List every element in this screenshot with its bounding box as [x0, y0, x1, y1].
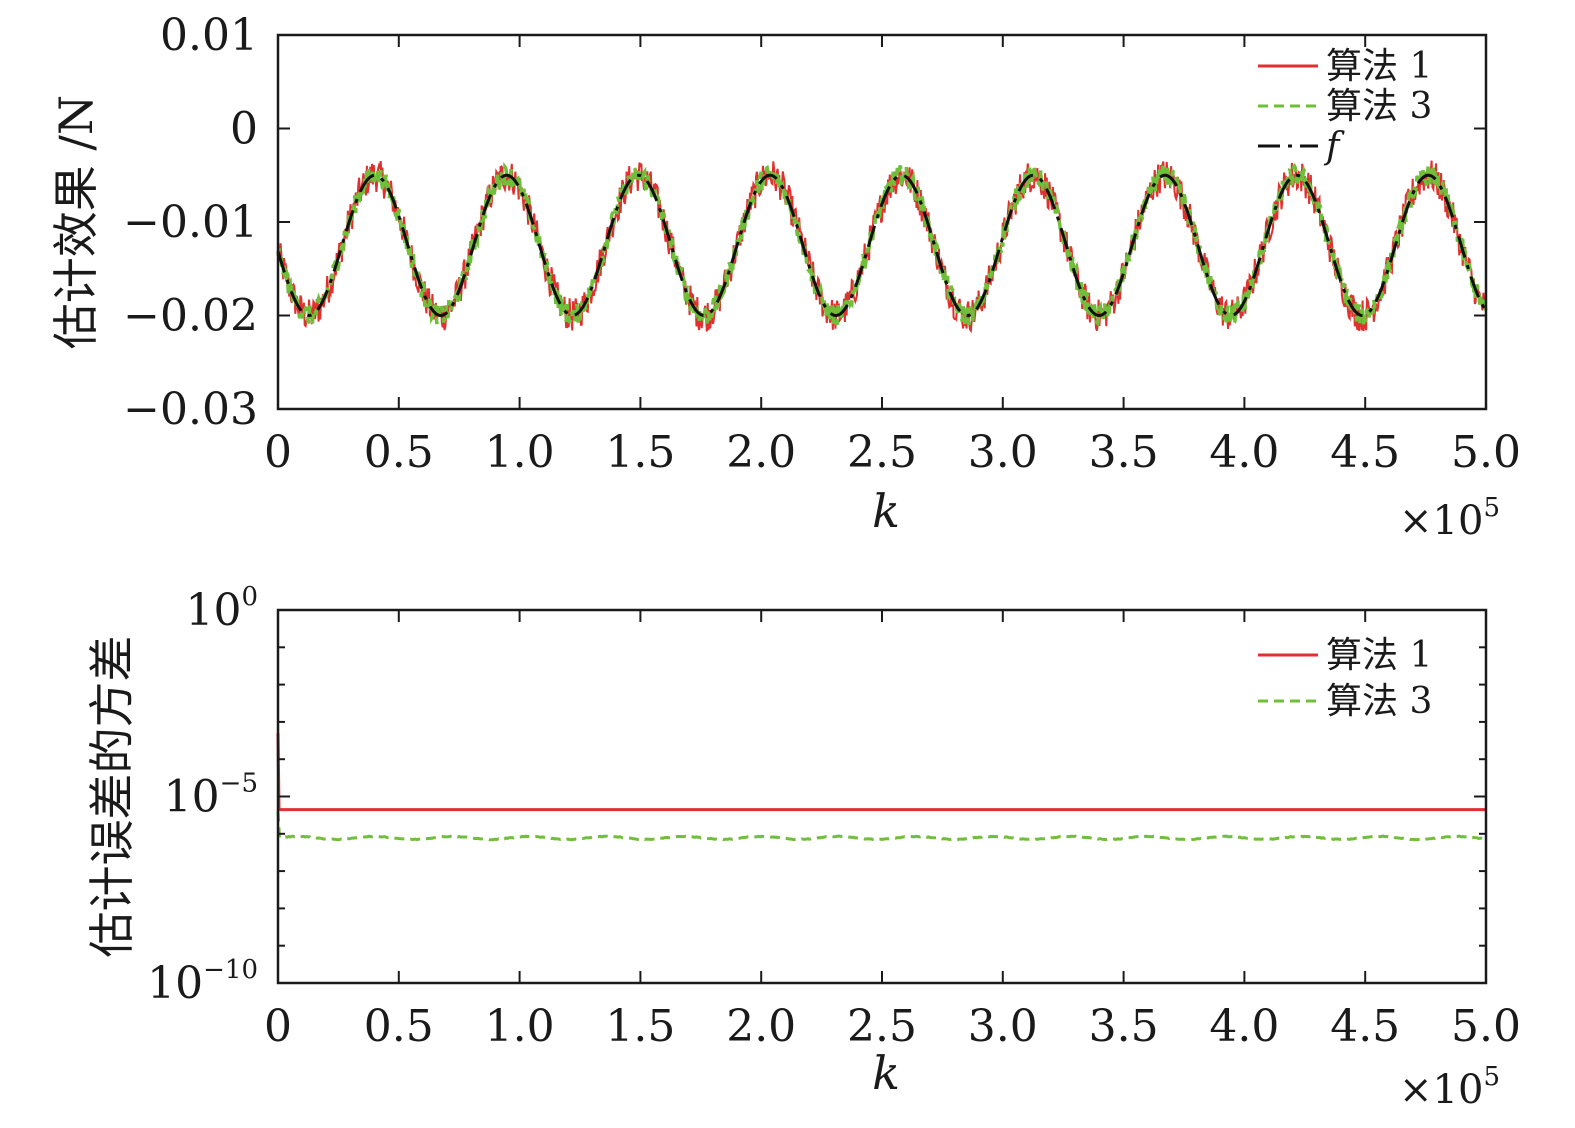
top-x-tick-label: 0 — [264, 427, 292, 478]
top-x-multiplier-base: ×10 — [1399, 498, 1483, 544]
bottom-series-group — [276, 733, 1487, 842]
bottom-x-multiplier: ×105 — [1399, 1062, 1500, 1113]
bottom-x-tick-label: 0 — [264, 1001, 292, 1052]
top-legend-label-2: 算法 3 — [1326, 86, 1432, 127]
bottom-x-tick-label: 2.5 — [847, 1001, 917, 1052]
top-y-tick-label: −0.03 — [123, 384, 258, 435]
bottom-x-tick-label: 3.0 — [968, 1001, 1038, 1052]
top-legend-label-1: 算法 1 — [1326, 46, 1432, 87]
bottom-x-tick-label: 4.5 — [1330, 1001, 1400, 1052]
top-y-axis-title: 估计效果 /N — [49, 95, 103, 349]
bottom-y-tick-label: 10−5 — [164, 769, 258, 823]
bottom-x-tick-label: 1.5 — [605, 1001, 675, 1052]
top-legend: 算法 1算法 3f — [1258, 46, 1432, 167]
bottom-x-tick-label: 4.0 — [1209, 1001, 1279, 1052]
top-chart: 0 0.5 1.0 1.5 2.0 2.5 3.0 3.5 4.0 4.5 5.00.010−0.0… — [49, 10, 1521, 544]
top-x-tick-label: 4.5 — [1330, 427, 1400, 478]
bottom-series-line-1 — [276, 733, 1486, 812]
top-x-tick-label: 1.5 — [605, 427, 675, 478]
top-x-tick-label: 3.5 — [1089, 427, 1159, 478]
bottom-x-axis-title: k — [872, 1046, 900, 1100]
top-x-tick-label: 4.0 — [1209, 427, 1279, 478]
bottom-y-tick-exp: 0 — [241, 582, 258, 612]
top-x-tick-label: 5.0 — [1451, 427, 1521, 478]
bottom-x-tick-label: 2.0 — [726, 1001, 796, 1052]
top-y-tick-label: −0.01 — [123, 197, 258, 248]
bottom-legend-label-2: 算法 3 — [1326, 681, 1432, 722]
bottom-y-axis-title: 估计误差的方差 — [85, 636, 139, 958]
bottom-y-tick-exp: −10 — [203, 955, 258, 985]
top-x-tick-label: 2.0 — [726, 427, 796, 478]
bottom-x-multiplier-exp: 5 — [1483, 1062, 1500, 1092]
top-y-tick-label: −0.02 — [123, 291, 258, 342]
bottom-plot-frame — [276, 608, 1488, 985]
bottom-chart: 0 0.5 1.0 1.5 2.0 2.5 3.0 3.5 4.0 4.5 5.010010−510… — [85, 582, 1521, 1113]
top-ticks: 0 0.5 1.0 1.5 2.0 2.5 3.0 3.5 4.0 4.5 5.00.010−0.0… — [123, 10, 1521, 478]
bottom-x-tick-label: 0.5 — [364, 1001, 434, 1052]
top-series-line-3 — [276, 173, 1488, 318]
bottom-y-tick-base: 10 — [164, 772, 220, 823]
top-x-multiplier-exp: 5 — [1483, 493, 1500, 523]
bottom-y-tick-base: 10 — [185, 585, 241, 636]
bottom-series-line-2 — [276, 811, 1487, 842]
bottom-y-tick-exp: −5 — [220, 769, 258, 799]
top-series-group — [276, 100, 1488, 335]
bottom-x-tick-label: 3.5 — [1089, 1001, 1159, 1052]
bottom-y-tick-label: 10−10 — [147, 955, 258, 1009]
bottom-y-tick-base: 10 — [147, 958, 203, 1009]
top-y-tick-label: 0 — [230, 104, 258, 155]
bottom-x-multiplier-base: ×10 — [1399, 1067, 1483, 1113]
top-x-tick-label: 2.5 — [847, 427, 917, 478]
top-x-tick-label: 1.0 — [485, 427, 555, 478]
top-legend-label-3: f — [1323, 126, 1345, 167]
bottom-x-tick-label: 1.0 — [485, 1001, 555, 1052]
bottom-ticks: 0 0.5 1.0 1.5 2.0 2.5 3.0 3.5 4.0 4.5 5.010010−510… — [147, 582, 1521, 1052]
top-x-multiplier: ×105 — [1399, 493, 1500, 544]
top-x-axis-title: k — [872, 484, 900, 538]
bottom-legend: 算法 1 算法 3 — [1258, 635, 1432, 722]
top-y-tick-label: 0.01 — [160, 10, 258, 61]
bottom-legend-label-1: 算法 1 — [1326, 635, 1432, 676]
top-x-tick-label: 3.0 — [968, 427, 1038, 478]
top-x-tick-label: 0.5 — [364, 427, 434, 478]
bottom-y-tick-label: 100 — [185, 582, 258, 636]
bottom-x-tick-label: 5.0 — [1451, 1001, 1521, 1052]
